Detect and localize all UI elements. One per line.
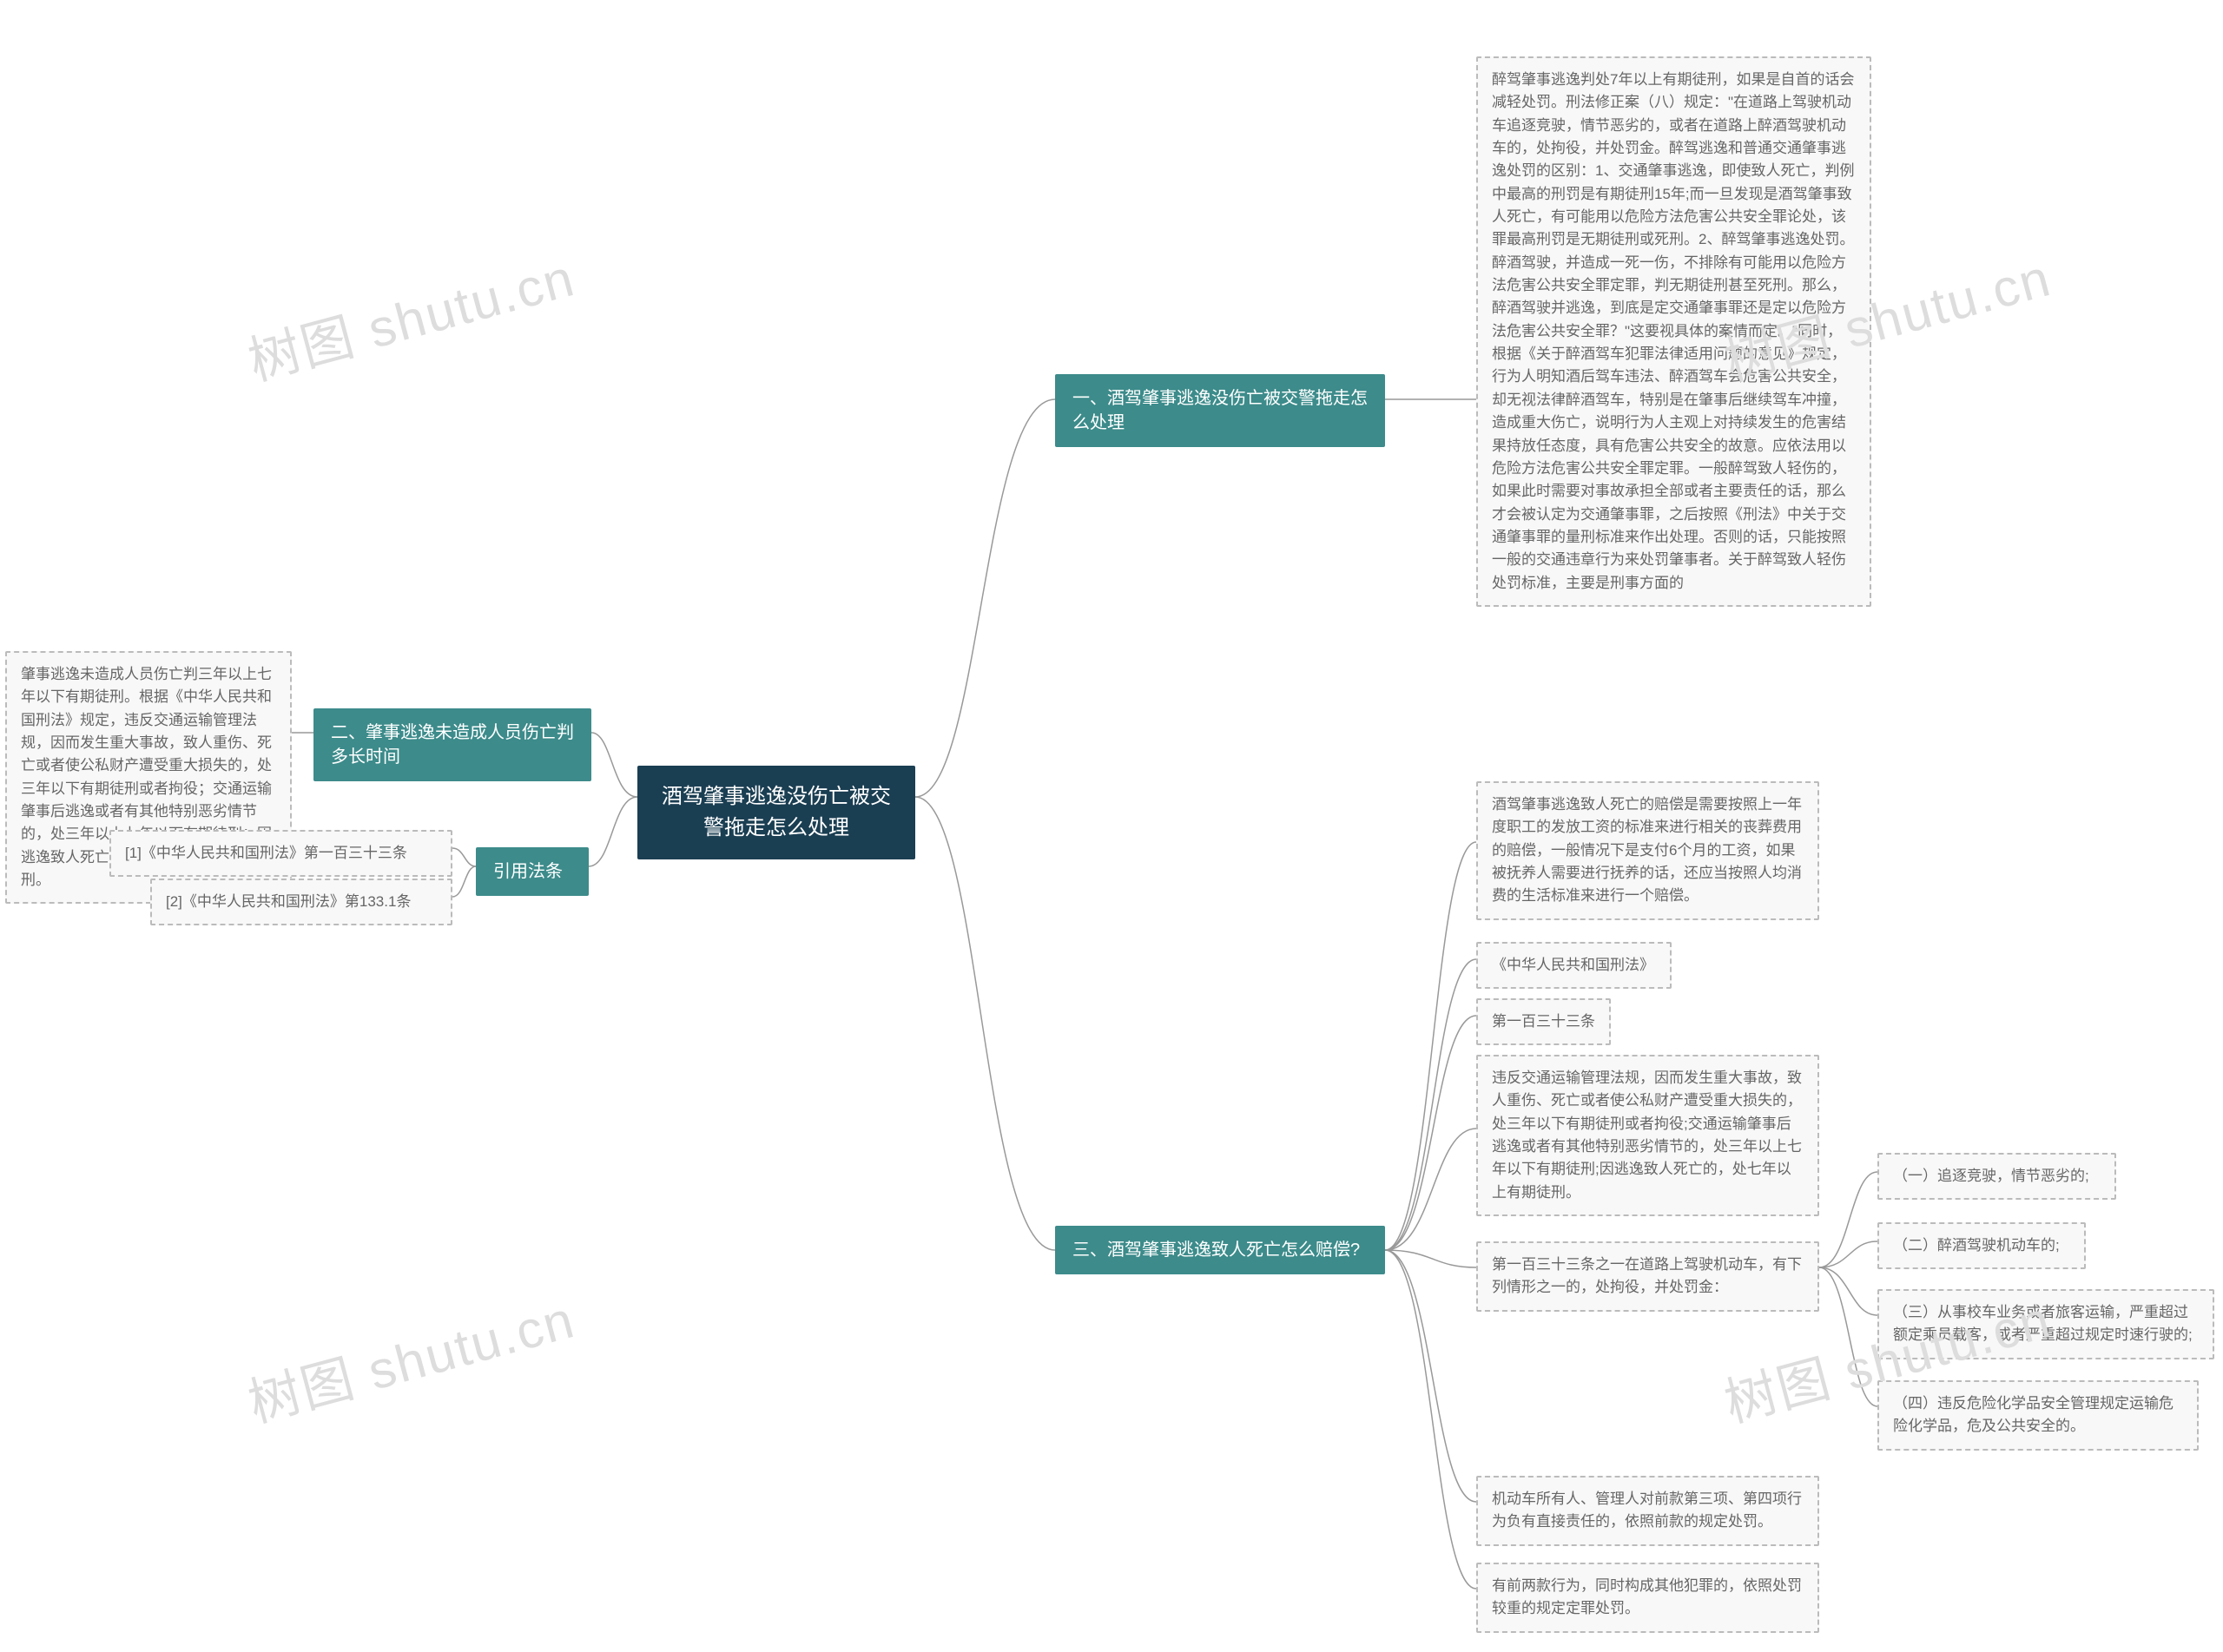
branch-3-leaf-2: [2]《中华人民共和国刑法》第133.1条 <box>150 879 452 925</box>
branch-4-leaf-7: 有前两款行为，同时构成其他犯罪的，依照处罚较重的规定定罪处罚。 <box>1476 1563 1819 1633</box>
watermark: 树图 shutu.cn <box>239 236 582 396</box>
branch-3[interactable]: 引用法条 <box>476 847 589 896</box>
branch-1-leaf-1: 醉驾肇事逃逸判处7年以上有期徒刑，如果是自首的话会减轻处罚。刑法修正案（八）规定… <box>1476 56 1871 607</box>
branch-4-leaf-4: 违反交通运输管理法规，因而发生重大事故，致人重伤、死亡或者使公私财产遭受重大损失… <box>1476 1055 1819 1216</box>
root-node[interactable]: 酒驾肇事逃逸没伤亡被交警拖走怎么处理 <box>637 766 915 859</box>
branch-4[interactable]: 三、酒驾肇事逃逸致人死亡怎么赔偿? <box>1055 1226 1385 1274</box>
branch-2[interactable]: 二、肇事逃逸未造成人员伤亡判多长时间 <box>313 708 591 781</box>
branch-3-leaf-1: [1]《中华人民共和国刑法》第一百三十三条 <box>109 830 452 877</box>
branch-4-leaf-6: 机动车所有人、管理人对前款第三项、第四项行为负有直接责任的，依照前款的规定处罚。 <box>1476 1476 1819 1546</box>
watermark: 树图 shutu.cn <box>239 1278 582 1438</box>
branch-4-leaf-2: 《中华人民共和国刑法》 <box>1476 942 1672 989</box>
branch-4-leaf-5: 第一百三十三条之一在道路上驾驶机动车，有下列情形之一的，处拘役，并处罚金： <box>1476 1241 1819 1312</box>
branch-1[interactable]: 一、酒驾肇事逃逸没伤亡被交警拖走怎么处理 <box>1055 374 1385 447</box>
branch-4-leaf-5b: （二）醉酒驾驶机动车的; <box>1877 1222 2086 1269</box>
branch-4-leaf-1: 酒驾肇事逃逸致人死亡的赔偿是需要按照上一年度职工的发放工资的标准来进行相关的丧葬… <box>1476 781 1819 920</box>
branch-4-leaf-5a: （一）追逐竞驶，情节恶劣的; <box>1877 1153 2116 1200</box>
branch-4-leaf-5c: （三）从事校车业务或者旅客运输，严重超过额定乘员载客，或者严重超过规定时速行驶的… <box>1877 1289 2214 1359</box>
branch-4-leaf-5d: （四）违反危险化学品安全管理规定运输危险化学品，危及公共安全的。 <box>1877 1380 2199 1451</box>
branch-4-leaf-3: 第一百三十三条 <box>1476 998 1611 1045</box>
